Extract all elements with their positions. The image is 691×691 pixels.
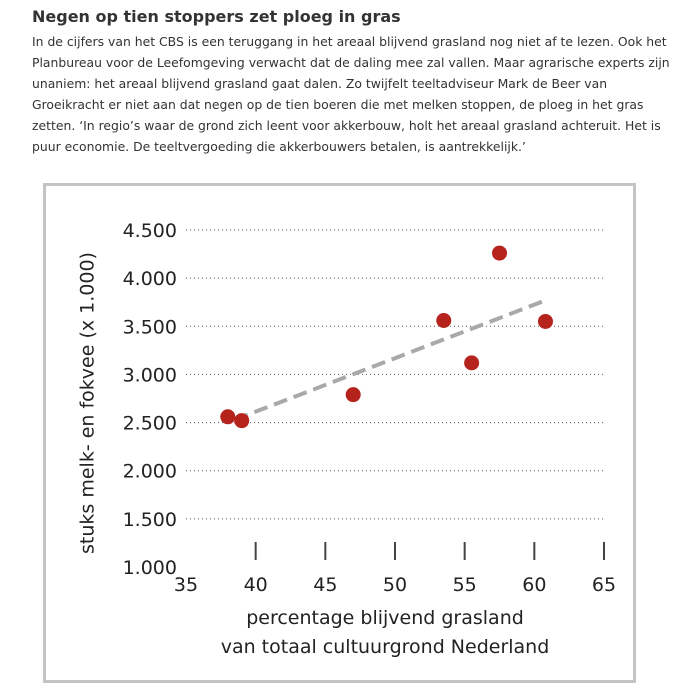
- y-tick-label: 1.500: [123, 509, 177, 531]
- scatter-chart: 1.000 1.500 2.000 2.500 3.000 3.500 4.000 4.500…: [77, 220, 617, 658]
- x-tick-label: 60: [522, 574, 546, 596]
- y-tick-label: 2.000: [123, 461, 177, 483]
- y-tick-label: 3.500: [123, 316, 177, 338]
- y-tick-label: 3.000: [123, 364, 177, 386]
- x-tick-label: 65: [592, 574, 616, 596]
- x-tick-label: 45: [313, 574, 337, 596]
- x-axis-title-line-2: van totaal cultuurgrond Nederland: [221, 636, 550, 658]
- data-point: [492, 245, 507, 261]
- data-point: [220, 409, 236, 425]
- chart-figure: 1.000 1.500 2.000 2.500 3.000 3.500 4.000 4.500…: [43, 183, 636, 683]
- y-tick-label: 1.000: [123, 557, 177, 579]
- y-axis-ticks: 1.000 1.500 2.000 2.500 3.000 3.500 4.000 4.500: [123, 220, 177, 579]
- x-tick-label: 35: [174, 574, 198, 596]
- data-point: [464, 355, 480, 371]
- article-title: Negen op tien stoppers zet ploeg in gras: [32, 7, 401, 26]
- x-axis-ticks: 35 40 45 50 55 60 65: [174, 542, 616, 596]
- x-axis-title-line-1: percentage blijvend grasland: [246, 607, 524, 629]
- x-tick-label: 40: [244, 574, 268, 596]
- article-body: In de cijfers van het CBS is een terugga…: [32, 34, 670, 154]
- x-tick-label: 55: [453, 574, 477, 596]
- data-point: [537, 313, 553, 329]
- grid-lines: [186, 229, 604, 520]
- data-point: [234, 413, 250, 429]
- trend-line: [234, 297, 549, 422]
- data-point: [436, 313, 452, 329]
- y-axis-title: stuks melk- en fokvee (x 1.000): [77, 252, 99, 554]
- y-tick-label: 2.500: [123, 413, 177, 435]
- article: Negen op tien stoppers zet ploeg in gras…: [32, 6, 672, 157]
- data-points: [220, 245, 553, 429]
- x-tick-label: 50: [383, 574, 407, 596]
- y-tick-label: 4.000: [123, 268, 177, 290]
- data-point: [345, 387, 361, 403]
- y-tick-label: 4.500: [123, 220, 177, 242]
